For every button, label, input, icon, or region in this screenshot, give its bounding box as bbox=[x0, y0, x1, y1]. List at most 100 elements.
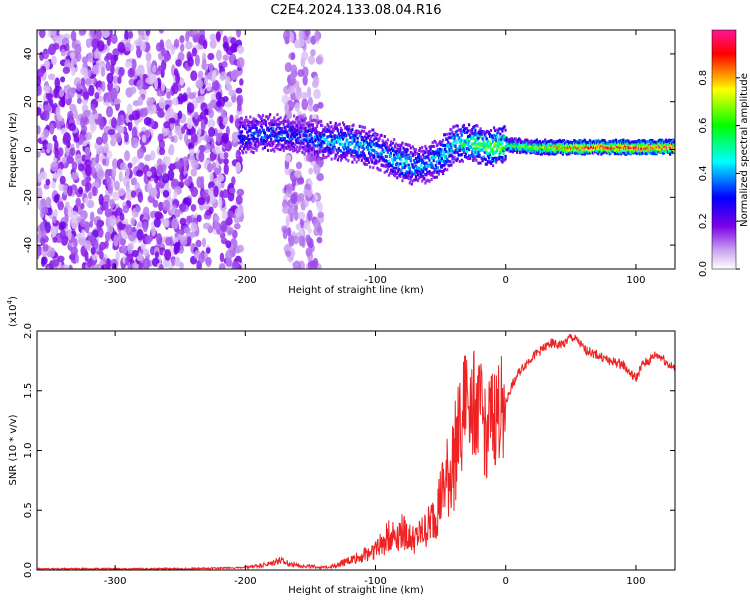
noise-cell bbox=[234, 207, 242, 218]
colorbar-tick-label: 0.2 bbox=[698, 213, 709, 229]
noise-cell bbox=[179, 79, 184, 86]
noise-cell bbox=[43, 85, 51, 92]
noise-cell bbox=[162, 190, 170, 198]
noise-cell bbox=[58, 221, 67, 230]
signal-cell bbox=[280, 133, 283, 137]
noise-cell bbox=[85, 38, 92, 49]
signal-cell bbox=[276, 147, 279, 151]
noise-cell bbox=[313, 103, 319, 113]
noise-cell bbox=[156, 90, 165, 97]
signal-cell bbox=[366, 145, 370, 149]
noise-cell bbox=[87, 191, 93, 200]
noise-cell bbox=[228, 89, 236, 97]
signal-cell bbox=[509, 145, 512, 149]
noise-cell bbox=[170, 136, 175, 143]
signal-cell bbox=[255, 126, 258, 130]
signal-cell bbox=[410, 170, 413, 174]
noise-cell bbox=[177, 93, 184, 105]
signal-cell bbox=[386, 167, 389, 171]
signal-cell bbox=[653, 152, 656, 156]
signal-cell bbox=[255, 148, 258, 152]
signal-cell bbox=[387, 164, 391, 168]
signal-cell bbox=[485, 137, 488, 141]
signal-cell bbox=[315, 144, 319, 148]
signal-cell bbox=[404, 171, 407, 175]
signal-cell bbox=[469, 129, 472, 133]
noise-cell bbox=[136, 147, 145, 159]
noise-cell bbox=[127, 67, 136, 78]
noise-cell bbox=[296, 177, 305, 185]
signal-cell bbox=[327, 135, 330, 139]
signal-cell bbox=[525, 151, 528, 155]
signal-cell bbox=[271, 144, 274, 148]
signal-cell bbox=[270, 127, 273, 131]
signal-cell bbox=[471, 130, 474, 134]
signal-cell bbox=[424, 151, 427, 155]
colorbar-tick-label: 0.0 bbox=[698, 261, 709, 277]
signal-cell bbox=[372, 140, 375, 144]
noise-cell bbox=[44, 221, 51, 234]
noise-cell bbox=[176, 233, 182, 241]
heatmap-cells bbox=[37, 30, 675, 269]
noise-cell bbox=[231, 176, 236, 186]
signal-cell bbox=[461, 130, 464, 134]
noise-cell bbox=[236, 94, 242, 107]
signal-cell bbox=[301, 119, 304, 123]
signal-cell bbox=[486, 139, 489, 143]
noise-cell bbox=[143, 116, 152, 126]
signal-cell bbox=[240, 144, 244, 148]
signal-cell bbox=[673, 150, 675, 154]
signal-cell bbox=[473, 146, 476, 150]
signal-cell bbox=[296, 116, 299, 120]
noise-cell bbox=[108, 215, 117, 227]
noise-cell bbox=[65, 201, 70, 209]
signal-cell bbox=[445, 161, 448, 165]
noise-cell bbox=[285, 154, 291, 163]
signal-cell bbox=[416, 157, 420, 161]
signal-cell bbox=[453, 155, 456, 159]
noise-cell bbox=[60, 48, 66, 57]
signal-cell bbox=[296, 129, 299, 133]
signal-cell bbox=[269, 113, 272, 117]
noise-cell bbox=[209, 172, 214, 182]
noise-cell bbox=[127, 264, 133, 269]
signal-cell bbox=[494, 129, 497, 133]
signal-cell bbox=[347, 128, 350, 132]
signal-cell bbox=[431, 141, 434, 145]
signal-cell bbox=[478, 132, 481, 136]
noise-cell bbox=[284, 62, 293, 73]
noise-cell bbox=[152, 199, 159, 208]
signal-cell bbox=[351, 141, 354, 145]
signal-cell bbox=[369, 165, 372, 169]
signal-cell bbox=[495, 138, 498, 142]
signal-cell bbox=[384, 146, 387, 150]
noise-cell bbox=[157, 65, 165, 72]
noise-cell bbox=[202, 39, 208, 50]
noise-cell bbox=[165, 39, 172, 51]
signal-cell bbox=[364, 138, 368, 142]
signal-cell bbox=[368, 160, 371, 164]
noise-cell bbox=[81, 229, 86, 239]
signal-cell bbox=[495, 140, 498, 144]
noise-cell bbox=[190, 222, 198, 233]
signal-cell bbox=[268, 128, 271, 132]
chart-title: C2E4.2024.133.08.04.R16 bbox=[270, 3, 441, 18]
signal-cell bbox=[629, 152, 632, 156]
signal-cell bbox=[312, 147, 316, 151]
signal-cell bbox=[285, 139, 288, 143]
signal-cell bbox=[248, 124, 251, 128]
signal-cell bbox=[326, 142, 329, 146]
signal-cell bbox=[451, 143, 454, 147]
signal-cell bbox=[323, 133, 326, 137]
noise-cell bbox=[225, 240, 232, 249]
signal-cell bbox=[445, 154, 448, 158]
signal-cell bbox=[300, 141, 303, 145]
signal-cell bbox=[506, 141, 509, 145]
signal-cell bbox=[501, 160, 504, 164]
signal-cell bbox=[246, 136, 249, 140]
noise-cell bbox=[190, 70, 198, 82]
signal-cell bbox=[385, 155, 388, 159]
signal-cell bbox=[325, 138, 328, 142]
noise-cell bbox=[76, 97, 82, 105]
signal-cell bbox=[520, 150, 523, 154]
